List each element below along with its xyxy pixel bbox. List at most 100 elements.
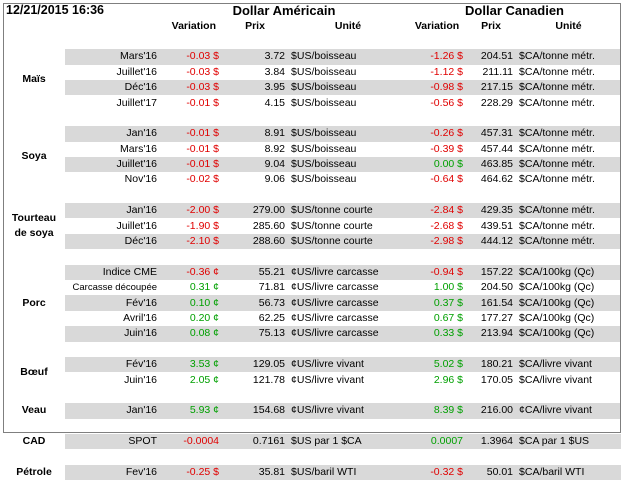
cad-unit-cell: $CA/baril WTI: [516, 464, 622, 480]
usd-variation-cell: -2.10 $: [160, 233, 223, 250]
period-cell: Juin'16: [65, 326, 161, 342]
table-row: Porc Indice CME -0.36 ¢ 55.21 ¢US/livre carc…: [3, 264, 622, 342]
usd-variation-cell: 5.93 ¢: [160, 403, 223, 419]
category-label-line: de soya: [14, 227, 54, 240]
cad-variation-cell: -2.84 $: [408, 203, 467, 219]
category-label: Pétrole: [3, 464, 65, 480]
table-row: Juin'16 0.08 ¢ 75.13 ¢US/livre carcasse 0.33…: [3, 326, 622, 342]
group-separator: [3, 387, 622, 404]
usd-variation-cell: -0.01 $: [160, 126, 223, 142]
table-row: Déc'16 -2.10 $288.60 $US/tonne courte -2.98…: [3, 233, 622, 250]
cad-price-cell: 161.54: [466, 295, 517, 311]
usd-price-cell: 9.06: [264, 173, 286, 186]
usd-variation-cell: -0.02 $: [186, 173, 220, 186]
usd-variation-header: Variation: [171, 19, 217, 32]
usd-unit-cell: $US/tonne courte: [291, 219, 373, 232]
usd-price-header: Prix: [245, 19, 265, 32]
cad-price-cell: 1.3964: [466, 433, 517, 450]
usd-variation-cell: -0.03 $: [160, 79, 223, 96]
period-cell: Jan'16: [65, 126, 161, 142]
usd-variation-cell: -0.0004: [160, 433, 223, 450]
cad-price-cell: 429.35: [466, 203, 517, 219]
category-label-line: Bœuf: [20, 365, 48, 378]
usd-unit-cell: $US/tonne courte: [288, 203, 409, 219]
cad-variation-cell: -0.39 $: [430, 142, 464, 155]
usd-price-cell: 8.92: [264, 142, 286, 155]
cad-unit-cell: $CA/tonne métr.: [516, 233, 622, 250]
cad-variation-cell: -0.26 $: [408, 126, 467, 142]
usd-price-cell: 8.91: [222, 126, 289, 142]
cad-price-cell: 213.94: [466, 326, 517, 342]
group-separator: [3, 449, 622, 465]
cad-variation-cell: 5.02 $: [408, 356, 467, 373]
commodity-price-table: 12/21/2015 16:36 Dollar Américain Dollar…: [3, 3, 622, 480]
cad-variation-cell: 8.39 $: [408, 403, 467, 419]
usd-variation-cell: 0.20 ¢: [189, 312, 220, 324]
category-label-line: Veau: [21, 404, 47, 417]
period-cell: Juillet'16: [116, 219, 158, 232]
usd-variation-cell: -0.01 $: [186, 96, 220, 109]
period-cell: Déc'16: [65, 79, 161, 96]
cad-variation-cell: -2.68 $: [430, 219, 464, 232]
usd-variation-cell: -2.00 $: [160, 203, 223, 219]
group-separator: [3, 249, 622, 265]
usd-unit-cell: ¢US/livre carcasse: [288, 295, 409, 311]
period-cell: Fév'16: [65, 356, 161, 373]
usd-price-cell: 75.13: [222, 326, 289, 342]
table-row: Carcasse découpée 0.31 ¢ 71.81 ¢US/livre ca…: [3, 280, 621, 295]
usd-price-cell: 56.73: [222, 295, 289, 311]
period-cell: Carcasse découpée: [72, 282, 158, 294]
cad-variation-cell: 0.00 $: [408, 156, 467, 173]
cad-price-cell: 228.29: [480, 96, 514, 109]
table-row: Veau Jan'16 5.93 ¢ 154.68 ¢US/livre vivant 8.…: [3, 403, 622, 419]
table-row: Bœuf Fév'16 3.53 ¢ 129.05 ¢US/livre vivant 5.…: [3, 356, 622, 388]
cad-price-cell: 463.85: [466, 156, 517, 173]
cad-variation-cell: -0.32 $: [408, 464, 467, 480]
cad-variation-cell: -0.56 $: [430, 96, 464, 109]
usd-unit-cell: $US/baril WTI: [288, 464, 409, 480]
group-separator: [3, 418, 622, 434]
cad-price-cell: 180.21: [466, 356, 517, 373]
cad-price-cell: 216.00: [466, 403, 517, 419]
table-row: Avril'16 0.20 ¢ 62.25 ¢US/livre carcasse 0.6…: [3, 311, 621, 326]
timestamp: 12/21/2015 16:36: [6, 3, 105, 18]
table-row: Nov'16 -0.02 $ 9.06 $US/boisseau -0.64 $ 464.…: [3, 172, 621, 187]
cad-price-cell: 457.31: [466, 126, 517, 142]
usd-unit-cell: ¢US/livre vivant: [288, 356, 409, 373]
cad-price-cell: 211.11: [482, 65, 514, 78]
usd-unit-cell: $US/tonne courte: [288, 233, 409, 250]
cad-price-cell: 444.12: [466, 233, 517, 250]
usd-unit-cell: ¢US/livre carcasse: [291, 281, 379, 294]
cad-price-cell: 439.51: [480, 219, 514, 232]
usd-unit-cell: $US/boisseau: [288, 126, 409, 142]
table-row: Pétrole Fev'16 -0.25 $35.81 $US/baril WTI -0…: [3, 464, 622, 480]
usd-variation-cell: 0.10 ¢: [160, 295, 223, 311]
usd-variation-cell: -0.01 $: [160, 156, 223, 173]
usd-price-cell: 62.25: [258, 312, 286, 324]
table-row: Fév'16 0.10 ¢ 56.73 ¢US/livre carcasse 0.37 …: [3, 295, 622, 311]
period-cell: Juin'16: [124, 373, 158, 386]
price-grid: 12/21/2015 16:36 Dollar Américain Dollar…: [3, 3, 622, 480]
usd-unit-cell: $US/boisseau: [291, 142, 357, 155]
category-label-line: Tourteau: [11, 212, 57, 225]
cad-price-cell: 177.27: [480, 312, 514, 324]
period-cell: Mars'16: [65, 49, 161, 65]
cad-unit-cell: $CA/tonne métr.: [516, 79, 622, 96]
table-row: Maïs Mars'16 -0.03 $3.72 $US/boisseau -1.26 …: [3, 49, 622, 111]
category-label: Bœuf: [3, 356, 65, 388]
cad-variation-header: Variation: [414, 19, 460, 32]
cad-section-title: Dollar Canadien: [465, 3, 564, 19]
group-separator: [3, 187, 622, 204]
usd-unit-header: Unité: [334, 19, 362, 32]
usd-price-cell: 71.81: [258, 281, 286, 294]
cad-unit-cell: $CA/tonne métr.: [516, 156, 622, 173]
cad-variation-cell: -0.64 $: [430, 173, 464, 186]
cad-variation-cell: 2.96 $: [433, 373, 464, 386]
group-separator: [3, 33, 622, 50]
period-cell: Juillet'16: [116, 65, 158, 78]
category-label: CAD: [3, 433, 65, 450]
cad-price-header: Prix: [481, 19, 501, 32]
group-separator: [3, 110, 622, 127]
cad-price-cell: 464.62: [480, 173, 514, 186]
category-label-line: Soya: [21, 150, 47, 163]
